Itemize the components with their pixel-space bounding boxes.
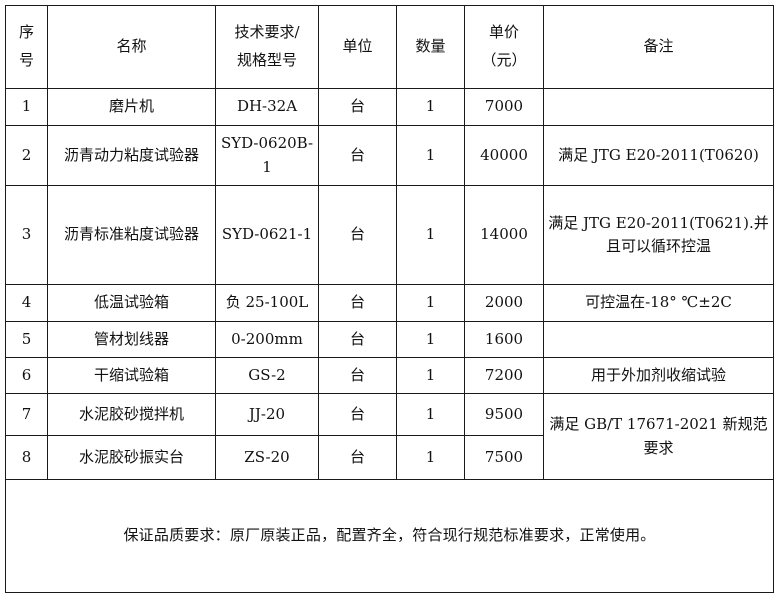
cell-quantity: 1 bbox=[396, 393, 465, 436]
cell-quantity: 1 bbox=[396, 435, 465, 480]
cell-name: 干缩试验箱 bbox=[47, 357, 216, 394]
column-header-unit: 单位 bbox=[318, 5, 397, 89]
cell-name: 沥青标准粘度试验器 bbox=[47, 185, 216, 285]
cell-remark: 用于外加剂收缩试验 bbox=[543, 357, 774, 394]
table-body: 1 磨片机 DH-32A 台 1 7000 2 沥青动力粘度试验器 SYD-06… bbox=[5, 88, 774, 593]
cell-quantity: 1 bbox=[396, 357, 465, 394]
cell-unit: 台 bbox=[318, 435, 397, 480]
cell-price: 1600 bbox=[464, 321, 544, 358]
cell-index: 7 bbox=[5, 393, 48, 436]
cell-unit: 台 bbox=[318, 321, 397, 358]
cell-price: 14000 bbox=[464, 185, 544, 285]
cell-spec: ZS-20 bbox=[215, 435, 319, 480]
cell-index: 6 bbox=[5, 357, 48, 394]
column-header-remark: 备注 bbox=[543, 5, 774, 89]
column-header-price-line1: 单价 bbox=[488, 23, 519, 42]
cell-name: 管材划线器 bbox=[47, 321, 216, 358]
cell-price: 7000 bbox=[464, 88, 544, 126]
cell-quantity: 1 bbox=[396, 88, 465, 126]
table-footer-row: 保证品质要求：原厂原装正品，配置齐全，符合现行规范标准要求，正常使用。 bbox=[5, 479, 774, 593]
cell-index: 1 bbox=[5, 88, 48, 126]
cell-unit: 台 bbox=[318, 284, 397, 322]
table-row: 2 沥青动力粘度试验器 SYD-0620B-1 台 1 40000 满足 JTG… bbox=[5, 125, 774, 186]
cell-unit: 台 bbox=[318, 357, 397, 394]
cell-name: 磨片机 bbox=[47, 88, 216, 126]
table-row: 5 管材划线器 0-200mm 台 1 1600 bbox=[5, 321, 774, 358]
cell-unit: 台 bbox=[318, 125, 397, 186]
cell-spec: SYD-0621-1 bbox=[215, 185, 319, 285]
cell-quantity: 1 bbox=[396, 284, 465, 322]
table-row: 6 干缩试验箱 GS-2 台 1 7200 用于外加剂收缩试验 bbox=[5, 357, 774, 394]
column-header-spec: 技术要求/ 规格型号 bbox=[215, 5, 319, 89]
cell-name: 水泥胶砂搅拌机 bbox=[47, 393, 216, 436]
cell-spec: JJ-20 bbox=[215, 393, 319, 436]
cell-remark-merged: 满足 GB/T 17671-2021 新规范要求 bbox=[543, 393, 774, 480]
cell-price: 7500 bbox=[464, 435, 544, 480]
table-row: 8 水泥胶砂振实台 ZS-20 台 1 7500 bbox=[5, 435, 774, 480]
cell-remark: 可控温在-18° ℃±2C bbox=[543, 284, 774, 322]
cell-unit: 台 bbox=[318, 393, 397, 436]
column-header-spec-line2: 规格型号 bbox=[236, 51, 297, 69]
cell-remark bbox=[543, 321, 774, 358]
document-page: 序 号 名称 技术要求/ 规格型号 单位 数量 单价 （元） 备注 1 bbox=[5, 5, 774, 593]
cell-remark: 满足 JTG E20-2011(T0620) bbox=[543, 125, 774, 186]
equipment-table: 序 号 名称 技术要求/ 规格型号 单位 数量 单价 （元） 备注 1 bbox=[5, 5, 774, 593]
cell-remark: 满足 JTG E20-2011(T0621).并且可以循环控温 bbox=[543, 185, 774, 285]
column-header-quantity: 数量 bbox=[396, 5, 465, 89]
cell-price: 7200 bbox=[464, 357, 544, 394]
cell-price: 2000 bbox=[464, 284, 544, 322]
column-header-index: 序 号 bbox=[5, 5, 48, 89]
table-row: 3 沥青标准粘度试验器 SYD-0621-1 台 1 14000 满足 JTG … bbox=[5, 185, 774, 285]
column-header-spec-line1: 技术要求/ bbox=[234, 23, 300, 42]
cell-spec: GS-2 bbox=[215, 357, 319, 394]
cell-spec: 负 25-100L bbox=[215, 284, 319, 322]
cell-index: 3 bbox=[5, 185, 48, 285]
table-header-row: 序 号 名称 技术要求/ 规格型号 单位 数量 单价 （元） 备注 bbox=[5, 5, 774, 89]
column-header-price-line2: （元） bbox=[481, 51, 527, 69]
cell-unit: 台 bbox=[318, 185, 397, 285]
table-row: 7 水泥胶砂搅拌机 JJ-20 台 1 9500 满足 GB/T 17671-2… bbox=[5, 393, 774, 480]
cell-name: 沥青动力粘度试验器 bbox=[47, 125, 216, 186]
column-header-name: 名称 bbox=[47, 5, 216, 89]
cell-price: 40000 bbox=[464, 125, 544, 186]
cell-index: 8 bbox=[5, 435, 48, 480]
cell-remark bbox=[543, 88, 774, 126]
column-header-index-line1: 序 bbox=[18, 23, 34, 42]
cell-spec: 0-200mm bbox=[215, 321, 319, 358]
cell-name: 水泥胶砂振实台 bbox=[47, 435, 216, 480]
table-row: 4 低温试验箱 负 25-100L 台 1 2000 可控温在-18° ℃±2C bbox=[5, 284, 774, 322]
cell-spec: DH-32A bbox=[215, 88, 319, 126]
cell-name: 低温试验箱 bbox=[47, 284, 216, 322]
column-header-index-line2: 号 bbox=[18, 51, 34, 69]
cell-quantity: 1 bbox=[396, 125, 465, 186]
cell-quantity: 1 bbox=[396, 185, 465, 285]
cell-index: 2 bbox=[5, 125, 48, 186]
cell-index: 5 bbox=[5, 321, 48, 358]
cell-spec: SYD-0620B-1 bbox=[215, 125, 319, 186]
table-header: 序 号 名称 技术要求/ 规格型号 单位 数量 单价 （元） 备注 bbox=[5, 5, 774, 89]
cell-unit: 台 bbox=[318, 88, 397, 126]
table-row: 1 磨片机 DH-32A 台 1 7000 bbox=[5, 88, 774, 126]
cell-price: 9500 bbox=[464, 393, 544, 436]
cell-index: 4 bbox=[5, 284, 48, 322]
cell-quantity: 1 bbox=[396, 321, 465, 358]
column-header-price: 单价 （元） bbox=[464, 5, 544, 89]
quality-requirement-note: 保证品质要求：原厂原装正品，配置齐全，符合现行规范标准要求，正常使用。 bbox=[5, 479, 774, 593]
